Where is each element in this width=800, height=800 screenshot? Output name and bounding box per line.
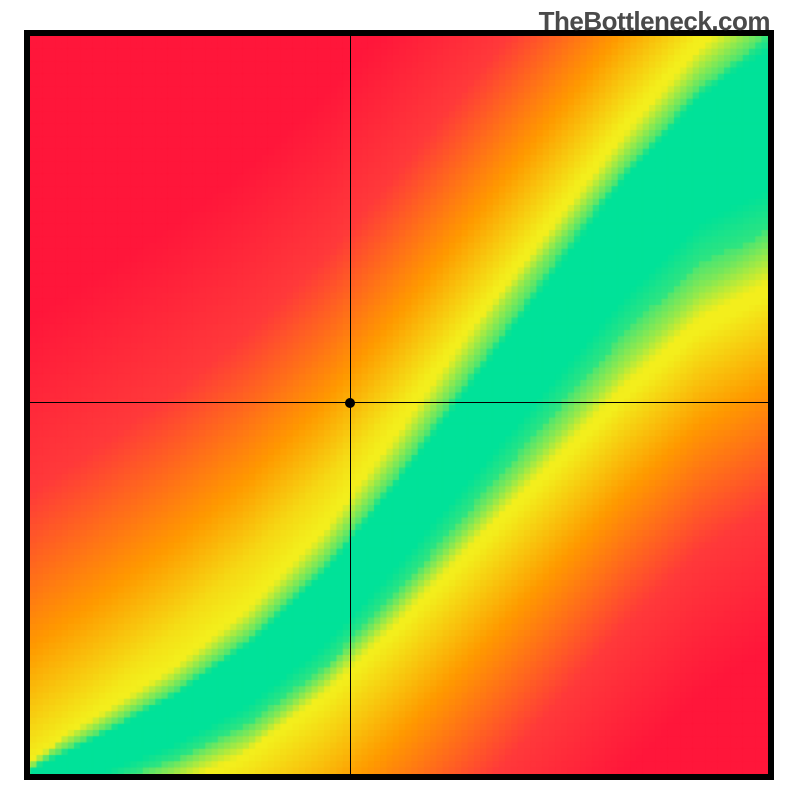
- crosshair-point: [345, 398, 355, 408]
- watermark-text: TheBottleneck.com: [539, 6, 770, 37]
- root: TheBottleneck.com: [0, 0, 800, 800]
- crosshair-horizontal: [24, 402, 774, 403]
- heatmap-canvas: [24, 30, 774, 780]
